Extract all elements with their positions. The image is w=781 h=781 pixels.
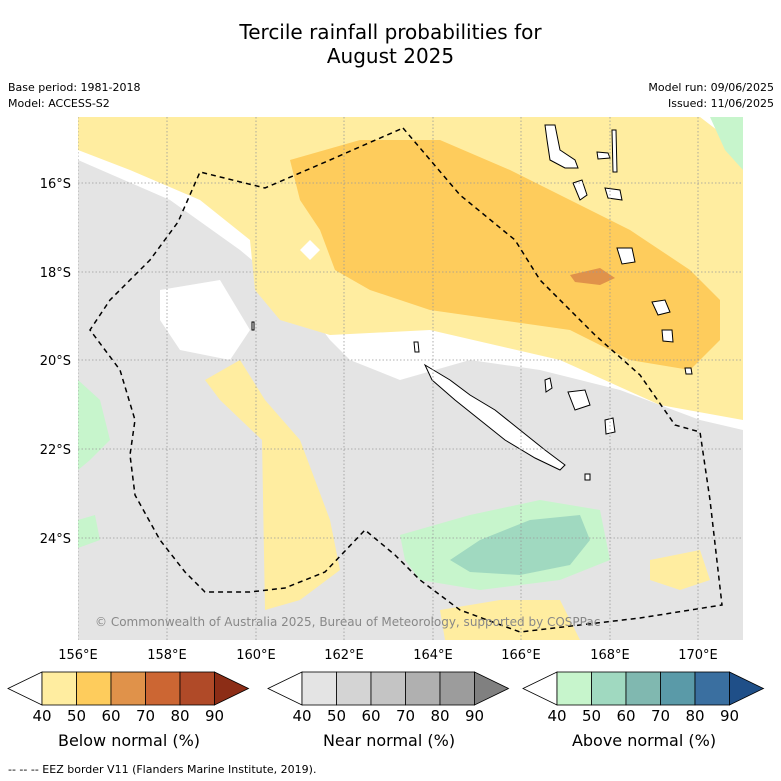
lon-tick-160e: 160°E bbox=[236, 648, 276, 663]
colorbar-2: 40 50 60 70 80 90 bbox=[522, 671, 765, 725]
below-normal-50-60-core bbox=[290, 140, 720, 370]
colorbar-extend-high bbox=[474, 671, 510, 706]
model-run-text: Model run: 09/06/2025 bbox=[648, 81, 774, 94]
lat-tick-18s: 18°S bbox=[40, 266, 71, 281]
copyright-text: © Commonwealth of Australia 2025, Bureau… bbox=[95, 615, 600, 629]
lon-tick-156e: 156°E bbox=[58, 648, 98, 663]
lon-tick-168e: 168°E bbox=[590, 648, 630, 663]
longitude-ticks: 156°E 158°E 160°E 162°E 164°E 166°E 168°… bbox=[58, 648, 718, 663]
colorbar-swatch bbox=[145, 671, 181, 706]
colorbar-0: 40 50 60 70 80 90 bbox=[7, 671, 250, 725]
colorbar-extend-low bbox=[7, 671, 43, 706]
lon-tick-158e: 158°E bbox=[147, 648, 187, 663]
vanuatu-outline bbox=[544, 124, 693, 375]
lon-tick-162e: 162°E bbox=[324, 648, 364, 663]
colorbar-tick-label: 50 bbox=[582, 707, 601, 725]
colorbar-tick-label: 70 bbox=[651, 707, 670, 725]
climatology-gap-2 bbox=[300, 240, 320, 260]
lon-tick-170e: 170°E bbox=[678, 648, 718, 663]
eez-footnote: -- -- -- EEZ border V11 (Flanders Marine… bbox=[8, 763, 317, 776]
colorbar-swatch bbox=[76, 671, 112, 706]
colorbar-swatch bbox=[694, 671, 730, 706]
near-normal-label: Near normal (%) bbox=[322, 731, 456, 750]
lat-tick-22s: 22°S bbox=[40, 443, 71, 458]
issued-text: Issued: 11/06/2025 bbox=[667, 97, 774, 110]
colorbar-tick-label: 40 bbox=[292, 707, 311, 725]
colorbar-swatch bbox=[591, 671, 627, 706]
colorbar-swatch bbox=[625, 671, 661, 706]
below-normal-40-50-southwest bbox=[205, 360, 340, 610]
lat-tick-16s: 16°S bbox=[40, 177, 71, 192]
colorbar-swatch bbox=[370, 671, 406, 706]
colorbar-swatch bbox=[660, 671, 696, 706]
colorbar-tick-label: 50 bbox=[327, 707, 346, 725]
colorbar-extend-low bbox=[522, 671, 558, 706]
colorbar-tick-label: 90 bbox=[720, 707, 739, 725]
latitude-ticks: 16°S 18°S 20°S 22°S 24°S bbox=[40, 177, 71, 547]
probability-field bbox=[78, 117, 743, 640]
lon-tick-164e: 164°E bbox=[413, 648, 453, 663]
colorbar-tick-label: 40 bbox=[32, 707, 51, 725]
lat-tick-24s: 24°S bbox=[40, 532, 71, 547]
base-period-text: Base period: 1981-2018 bbox=[8, 81, 141, 94]
lat-tick-20s: 20°S bbox=[40, 354, 71, 369]
colorbar-tick-label: 40 bbox=[547, 707, 566, 725]
above-normal-40-50-west bbox=[78, 380, 110, 470]
colorbar-tick-label: 70 bbox=[396, 707, 415, 725]
below-normal-40-50-south bbox=[440, 600, 580, 640]
lon-tick-166e: 166°E bbox=[501, 648, 541, 663]
above-normal-40-50-west2 bbox=[78, 515, 100, 548]
model-text: Model: ACCESS-S2 bbox=[8, 97, 110, 110]
climatology-gap bbox=[160, 280, 250, 360]
colorbars: 40 50 60 70 80 90 40 50 60 70 80 90 40 50 60 70 80 90 bbox=[7, 671, 765, 725]
colorbar-swatch bbox=[439, 671, 475, 706]
small-islands bbox=[251, 321, 591, 481]
colorbar-tick-label: 80 bbox=[430, 707, 449, 725]
above-normal-40-50-northeast bbox=[710, 117, 743, 170]
colorbar-swatch bbox=[110, 671, 146, 706]
colorbar-tick-label: 70 bbox=[136, 707, 155, 725]
below-normal-label: Below normal (%) bbox=[57, 731, 201, 750]
colorbar-swatch bbox=[41, 671, 77, 706]
colorbar-1: 40 50 60 70 80 90 bbox=[267, 671, 510, 725]
gridlines bbox=[78, 117, 743, 640]
colorbar-swatch bbox=[405, 671, 441, 706]
colorbar-extend-high bbox=[729, 671, 765, 706]
colorbar-swatch bbox=[556, 671, 592, 706]
map-title-line1: Tercile rainfall probabilities for bbox=[239, 20, 542, 44]
colorbar-tick-label: 80 bbox=[685, 707, 704, 725]
new-caledonia-outline bbox=[423, 363, 616, 471]
colorbar-tick-label: 90 bbox=[465, 707, 484, 725]
colorbar-tick-label: 60 bbox=[101, 707, 120, 725]
colorbar-tick-label: 50 bbox=[67, 707, 86, 725]
colorbar-swatch bbox=[301, 671, 337, 706]
below-normal-40-50-southeast bbox=[650, 550, 710, 590]
colorbar-extend-low bbox=[267, 671, 303, 706]
above-normal-label: Above normal (%) bbox=[571, 731, 717, 750]
colorbar-tick-label: 80 bbox=[170, 707, 189, 725]
colorbar-tick-label: 60 bbox=[361, 707, 380, 725]
colorbar-extend-high bbox=[214, 671, 250, 706]
colorbar-swatch bbox=[336, 671, 372, 706]
colorbar-swatch bbox=[179, 671, 215, 706]
colorbar-tick-label: 90 bbox=[205, 707, 224, 725]
colorbar-tick-label: 60 bbox=[616, 707, 635, 725]
eez-border bbox=[89, 127, 723, 633]
map-title-line2: August 2025 bbox=[326, 44, 455, 68]
above-normal-50-60-south bbox=[450, 515, 590, 575]
